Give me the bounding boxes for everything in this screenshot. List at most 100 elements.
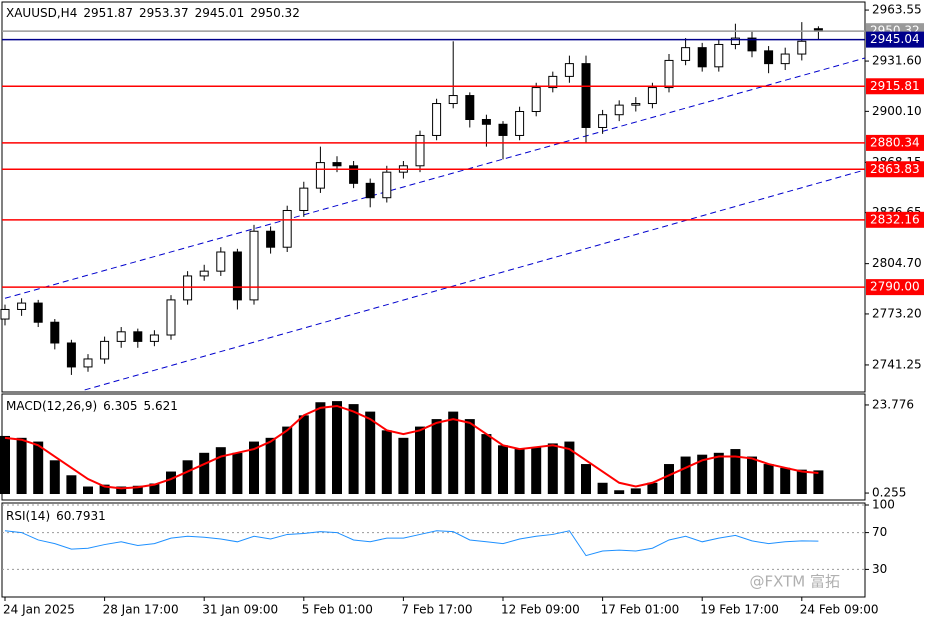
y-tick-label: 100 — [872, 498, 895, 512]
y-tick-label: 0.255 — [872, 486, 906, 500]
level-label: 2915.81 — [870, 79, 920, 93]
macd-bar — [348, 404, 359, 495]
macd-bar — [265, 437, 276, 495]
candle-body — [714, 43, 724, 68]
candle-body — [299, 187, 309, 211]
macd-bar — [647, 482, 658, 495]
candle-body — [415, 134, 425, 167]
candle-body — [332, 162, 342, 167]
y-tick-label: 70 — [872, 525, 887, 539]
macd-bar — [66, 475, 77, 495]
x-tick-label: 12 Feb 09:00 — [501, 603, 580, 617]
level-label-box — [866, 31, 924, 48]
x-tick-label: 24 Jan 2025 — [3, 603, 75, 617]
panel-label: XAUUSD,H4 2951.87 2953.37 2945.01 2950.32 — [6, 6, 300, 20]
candle-body — [432, 103, 442, 136]
candle-body — [465, 95, 475, 120]
macd-bar — [83, 486, 93, 495]
macd-bar — [813, 470, 824, 495]
macd-bar — [498, 445, 508, 495]
candle-body — [282, 209, 292, 248]
candle-body — [0, 308, 10, 320]
candle-body — [382, 171, 392, 199]
macd-bar — [564, 441, 575, 495]
label-part: 2953.37 — [139, 6, 189, 20]
macd-bar — [747, 456, 757, 495]
macd-bar — [365, 411, 376, 495]
macd-bar — [99, 484, 110, 495]
macd-bar — [232, 452, 243, 495]
candle-body — [315, 162, 325, 189]
candle-body — [50, 321, 60, 344]
label-part: 6.305 — [103, 399, 137, 413]
candle-body — [631, 103, 641, 106]
candle-body — [548, 75, 558, 89]
y-tick-label: 2963.55 — [872, 3, 922, 17]
candle-body — [797, 40, 807, 55]
y-tick-label: 2741.25 — [872, 357, 922, 371]
rsi-panel — [1, 502, 866, 598]
level-label-box — [866, 134, 924, 151]
candle-body — [681, 47, 691, 61]
candle-body — [448, 95, 458, 105]
macd-bar — [415, 426, 425, 495]
macd-bar — [149, 483, 160, 495]
y-tick-label: 23.776 — [872, 397, 914, 411]
macd-bar — [514, 449, 525, 495]
y-tick-label: 2900.10 — [872, 104, 922, 118]
candle-body — [515, 111, 525, 136]
candle-body — [266, 230, 276, 248]
level-label: 2880.34 — [870, 135, 920, 149]
macd-bar — [796, 469, 807, 495]
candle-body — [149, 334, 159, 342]
label-part: 2951.87 — [83, 6, 133, 20]
label-part: RSI(14) — [6, 509, 50, 523]
macd-bar — [763, 464, 774, 495]
label-part: 5.621 — [144, 399, 178, 413]
macd-bar — [464, 419, 475, 495]
panel-label: RSI(14) 60.7931 — [6, 509, 106, 523]
macd-bar — [481, 434, 492, 495]
macd-bar — [332, 401, 342, 495]
panel-label: MACD(12,26,9) 6.305 5.621 — [6, 399, 178, 413]
trend-line — [84, 169, 866, 391]
candle-body — [780, 53, 790, 65]
macd-bar — [630, 488, 641, 495]
macd-bar — [199, 452, 210, 495]
x-tick-label: 28 Jan 17:00 — [103, 603, 179, 617]
watermark: @FXTM 富拓 — [749, 573, 840, 591]
candle-body — [365, 182, 375, 199]
macd-bar — [398, 437, 409, 495]
y-tick-label: 2804.70 — [872, 256, 922, 270]
macd-bar — [282, 426, 293, 495]
macd-bar — [16, 437, 27, 495]
candle-body — [764, 50, 774, 65]
macd-bar — [0, 435, 10, 495]
level-label: 2832.16 — [870, 212, 920, 226]
candle-body — [166, 299, 176, 336]
candle-body — [664, 59, 674, 89]
macd-bar — [713, 452, 724, 495]
macd-bar — [664, 464, 674, 495]
macd-bar — [182, 460, 193, 495]
macd-bar — [697, 454, 708, 495]
trend-line — [4, 57, 866, 299]
candle-body — [216, 251, 226, 272]
candle-body — [83, 358, 93, 368]
label-part: MACD(12,26,9) — [6, 399, 97, 413]
candle-body — [598, 114, 608, 128]
macd-bar — [166, 471, 176, 495]
candle-body — [747, 37, 757, 52]
level-label-box — [866, 161, 924, 178]
level-label-box — [866, 78, 924, 95]
macd-bar — [448, 411, 459, 495]
candle-body — [614, 104, 624, 116]
level-label: 2863.83 — [870, 162, 920, 176]
level-label-box — [866, 279, 924, 296]
macd-bar — [116, 486, 127, 495]
macd-bar — [49, 460, 60, 495]
candle-body — [199, 270, 209, 277]
candle-body — [17, 302, 27, 310]
rsi-line — [4, 530, 819, 557]
